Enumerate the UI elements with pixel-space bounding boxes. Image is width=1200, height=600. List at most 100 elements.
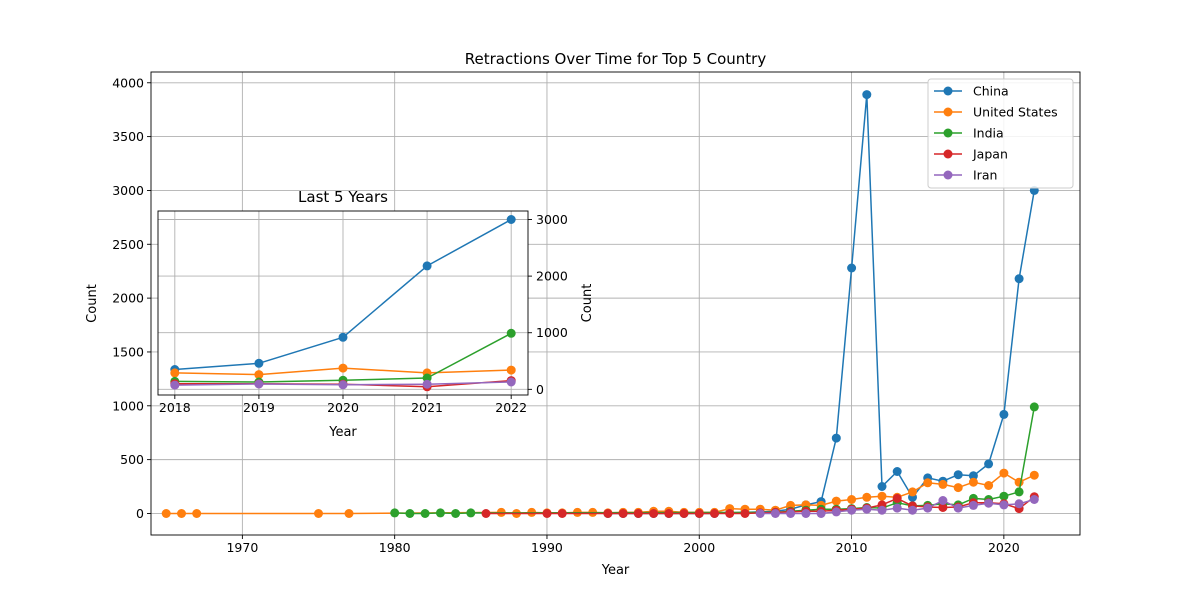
legend-marker-iran: [943, 170, 953, 180]
y-tick-label: 3500: [112, 129, 144, 144]
data-point-india: [451, 509, 461, 518]
data-point-united-states: [862, 492, 872, 502]
data-point-japan: [710, 509, 719, 518]
data-point-united-states: [177, 509, 186, 518]
data-point-china: [338, 332, 348, 342]
main-plot-frame: [150, 71, 1081, 536]
data-point-iran: [908, 505, 917, 515]
data-point-iran: [338, 380, 348, 390]
main-x-label: Year: [601, 563, 630, 578]
data-point-china: [877, 482, 887, 491]
data-point-united-states: [984, 481, 994, 490]
data-point-china: [984, 459, 994, 469]
x-tick-label: 2018: [159, 400, 191, 415]
data-point-united-states: [254, 370, 264, 380]
data-point-japan: [649, 509, 659, 518]
y-tick-label: 1500: [112, 344, 144, 359]
data-point-japan: [725, 509, 735, 518]
data-point-iran: [953, 503, 963, 513]
data-point-united-states: [938, 479, 948, 489]
data-point-japan: [603, 509, 613, 518]
data-point-japan: [679, 509, 689, 518]
legend-box: [927, 78, 1074, 189]
data-point-united-states: [1014, 477, 1024, 487]
data-point-united-states: [831, 496, 841, 506]
data-point-iran: [892, 503, 902, 513]
y-tick-label: 500: [120, 452, 144, 467]
data-point-iran: [877, 505, 887, 515]
x-tick-label: 2021: [411, 400, 443, 415]
legend-label-china: China: [973, 84, 1009, 99]
data-point-india: [999, 491, 1009, 501]
data-point-india: [506, 328, 516, 338]
data-point-china: [506, 215, 516, 224]
main-ticks: 1970 1980 1990 2000 2010 2020 0 500 1000 1500 2000…: [112, 75, 1020, 555]
data-point-china: [847, 263, 857, 273]
data-point-japan: [938, 503, 948, 512]
data-point-united-states: [192, 509, 202, 518]
data-point-india: [1029, 402, 1039, 412]
y-tick-label: 2500: [112, 237, 144, 252]
inset-x-label: Year: [328, 425, 357, 440]
data-point-india: [435, 508, 445, 518]
inset-ticks: 2018 2019 2020 2021 2022 0 1000 2000 3000: [159, 212, 568, 415]
data-point-iran: [755, 509, 765, 518]
data-point-india: [420, 509, 430, 518]
main-title: Retractions Over Time for Top 5 Country: [465, 50, 767, 68]
legend-marker-japan: [943, 149, 953, 159]
data-point-united-states: [161, 509, 171, 518]
y-tick-label: 2000: [112, 291, 144, 306]
data-point-japan: [618, 509, 628, 518]
inset-series: [170, 215, 516, 392]
data-point-japan: [557, 509, 567, 518]
data-point-india: [1014, 487, 1024, 497]
y-tick-label: 1000: [536, 325, 568, 340]
inset-title: Last 5 Years: [298, 188, 388, 206]
data-point-united-states: [923, 478, 933, 488]
x-tick-label: 1980: [379, 540, 411, 555]
main-y-label: Count: [85, 284, 100, 323]
y-tick-label: 1000: [112, 398, 144, 413]
data-point-japan: [481, 509, 491, 518]
data-point-china: [862, 90, 872, 100]
data-point-japan: [664, 509, 674, 518]
data-point-iran: [999, 500, 1009, 510]
legend: China United States India Japan Iran: [927, 78, 1074, 189]
data-point-united-states: [908, 487, 917, 497]
data-point-china: [831, 433, 841, 443]
x-tick-label: 1990: [531, 540, 563, 555]
data-point-united-states: [506, 365, 516, 375]
data-point-china: [953, 470, 963, 480]
data-point-united-states: [344, 509, 354, 518]
series-line-india: [394, 406, 1036, 515]
data-point-iran: [831, 507, 841, 517]
data-point-china: [892, 467, 902, 476]
legend-label-india: India: [973, 126, 1004, 141]
data-point-iran: [968, 500, 978, 510]
data-point-united-states: [1029, 470, 1039, 480]
data-point-united-states: [953, 483, 963, 493]
data-point-japan: [694, 509, 704, 518]
data-point-japan: [892, 493, 902, 503]
data-point-iran: [422, 379, 432, 389]
data-point-iran: [254, 379, 264, 389]
data-point-china: [1014, 274, 1024, 284]
legend-marker-china: [943, 86, 953, 96]
y-tick-label: 0: [536, 382, 544, 397]
data-point-japan: [740, 509, 750, 518]
y-tick-label: 3000: [536, 212, 568, 227]
inset-grid: [158, 211, 528, 395]
data-point-china: [999, 409, 1009, 419]
x-tick-label: 2010: [836, 540, 868, 555]
inset-plot: 2018 2019 2020 2021 2022 0 1000 2000 3000 Last 5…: [157, 188, 595, 440]
data-point-india: [390, 508, 400, 518]
data-point-iran: [923, 503, 933, 513]
legend-label-iran: Iran: [973, 168, 997, 183]
x-tick-label: 2020: [988, 540, 1020, 555]
data-point-india: [422, 373, 432, 383]
data-point-iran: [801, 509, 811, 518]
data-point-iran: [938, 496, 948, 505]
y-tick-label: 3000: [112, 183, 144, 198]
data-point-india: [405, 509, 415, 518]
